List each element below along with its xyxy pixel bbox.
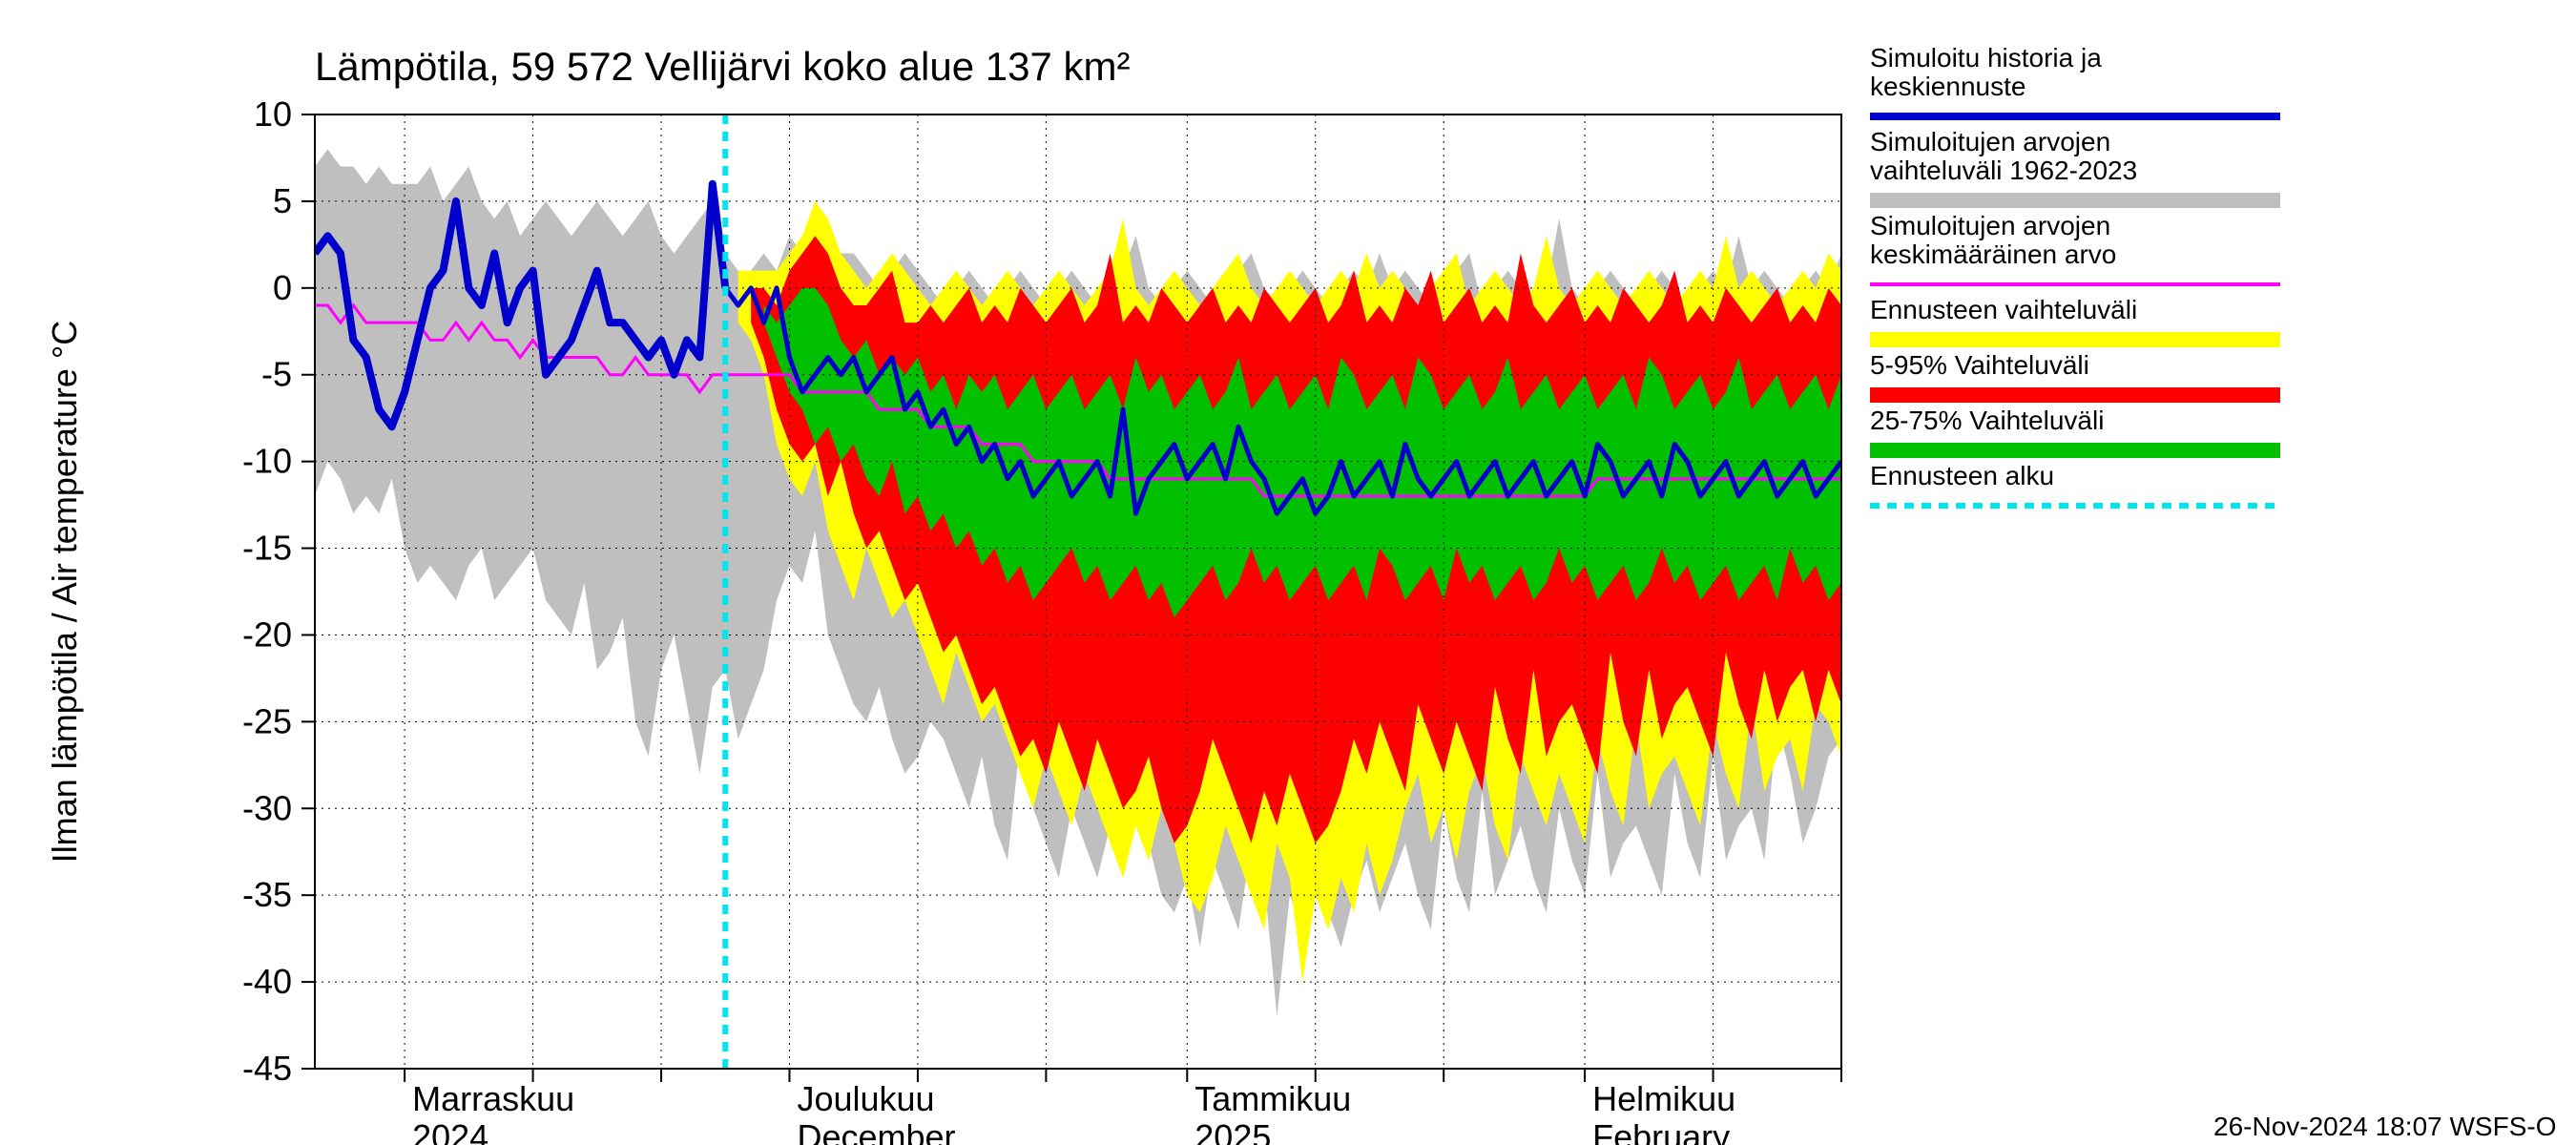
y-tick-label: -30 <box>242 788 292 827</box>
y-tick-label: 5 <box>273 181 292 220</box>
x-month-label: Joulukuu <box>797 1079 934 1118</box>
y-tick-label: -5 <box>261 355 292 394</box>
x-month-sublabel: December <box>797 1117 955 1145</box>
legend-label: Simuloitujen arvojen <box>1870 127 2110 156</box>
y-tick-label: 10 <box>254 94 292 134</box>
legend-swatch <box>1870 332 2280 347</box>
x-month-sublabel: February <box>1592 1117 1730 1145</box>
legend-label: Ennusteen alku <box>1870 461 2054 490</box>
legend-label: keskiennuste <box>1870 72 2025 101</box>
legend-label: Simuloitujen arvojen <box>1870 211 2110 240</box>
legend-swatch <box>1870 443 2280 458</box>
legend-label: 5-95% Vaihteluväli <box>1870 350 2089 380</box>
chart-svg: 1050-5-10-15-20-25-30-35-40-45Marraskuu2… <box>0 0 2576 1145</box>
legend-label: vaihteluväli 1962-2023 <box>1870 156 2137 185</box>
legend-swatch <box>1870 193 2280 208</box>
x-month-label: Tammikuu <box>1195 1079 1351 1118</box>
y-tick-label: -25 <box>242 701 292 740</box>
x-month-sublabel: 2025 <box>1195 1117 1271 1145</box>
legend-label: keskimääräinen arvo <box>1870 239 2116 269</box>
y-tick-label: 0 <box>273 268 292 307</box>
chart-title: Lämpötila, 59 572 Vellijärvi koko alue 1… <box>315 44 1130 89</box>
y-tick-label: -45 <box>242 1049 292 1088</box>
y-tick-label: -20 <box>242 614 292 654</box>
chart-footer: 26-Nov-2024 18:07 WSFS-O <box>2213 1112 2557 1141</box>
legend-label: Ennusteen vaihteluväli <box>1870 295 2137 324</box>
y-tick-label: -15 <box>242 529 292 568</box>
y-axis-label: Ilman lämpötila / Air temperature °C <box>45 321 84 864</box>
x-month-label: Helmikuu <box>1592 1079 1735 1118</box>
legend-label: Simuloitu historia ja <box>1870 43 2102 73</box>
legend-label: 25-75% Vaihteluväli <box>1870 406 2104 435</box>
chart-container: 1050-5-10-15-20-25-30-35-40-45Marraskuu2… <box>0 0 2576 1145</box>
x-month-label: Marraskuu <box>412 1079 574 1118</box>
y-tick-label: -40 <box>242 962 292 1001</box>
legend-swatch <box>1870 387 2280 403</box>
y-tick-label: -35 <box>242 875 292 914</box>
x-month-sublabel: 2024 <box>412 1117 488 1145</box>
y-tick-label: -10 <box>242 442 292 481</box>
